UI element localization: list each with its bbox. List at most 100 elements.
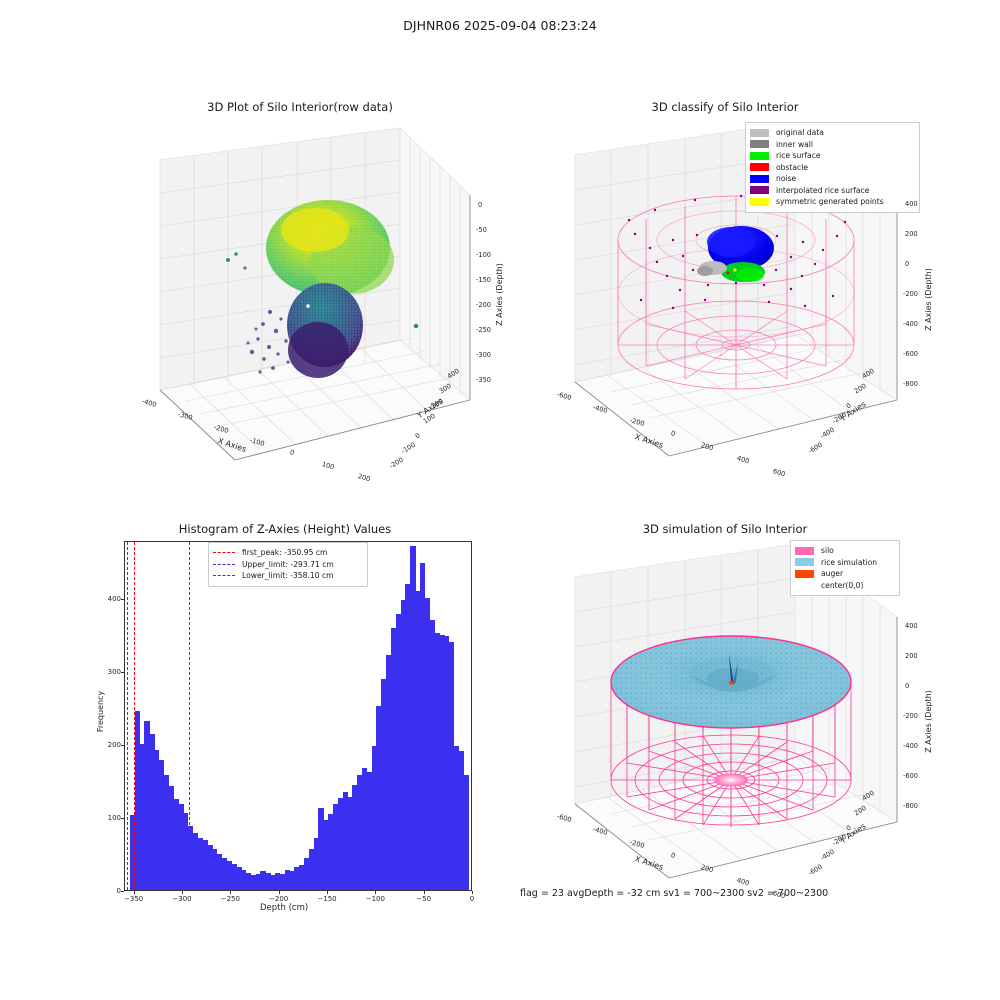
legend-item-center: center(0,0) [795, 580, 894, 592]
swatch-original-data [750, 128, 769, 137]
histogram-xtick-label: 0 [469, 895, 475, 903]
histogram-xtick-mark [472, 891, 473, 894]
swatch-rice-surface [750, 151, 769, 160]
legend-item-first-peak: first_peak: -350.95 cm [213, 547, 362, 559]
swatch-obstacle [750, 163, 769, 172]
sim-ztick-1: 200 [905, 652, 918, 660]
histogram-ylabel: Frequency [96, 690, 106, 733]
histogram-bar [405, 583, 411, 890]
histogram-bar [332, 803, 339, 890]
sim-auger [729, 654, 738, 685]
histogram-xtick-label: −200 [269, 895, 289, 903]
histogram-xtick-label: −300 [172, 895, 192, 903]
status-line: flag = 23 avgDepth = -32 cm sv1 = 700~23… [520, 888, 829, 899]
sim-3d-canvas [574, 543, 898, 879]
histogram-bar [289, 871, 295, 890]
classify-rice-surface [721, 262, 765, 282]
classify-ztick-1: 200 [905, 230, 918, 238]
legend-label-auger: auger [821, 569, 844, 579]
histogram-bar [154, 750, 160, 890]
legend-item-symmetric-generated-points: symmetric generated points [750, 196, 914, 208]
histogram-bar [361, 767, 368, 890]
classify-obstacle-point [726, 271, 730, 275]
legend-label-silo: silo [821, 546, 834, 556]
classify-noise-cluster [707, 226, 774, 270]
histogram-ytick-label: 200 [107, 741, 121, 750]
histogram-bar [270, 875, 276, 890]
legend-item-rice-simulation: rice simulation [795, 557, 894, 569]
histogram-xtick-mark [230, 891, 232, 894]
histogram-xtick-mark [278, 891, 280, 894]
histogram-bar [390, 627, 397, 890]
histogram-bar [187, 825, 194, 890]
legend-item-inner-wall: inner wall [750, 139, 914, 151]
histogram-ytick-mark [121, 891, 124, 892]
dashline-first-peak [213, 552, 235, 554]
histogram-bar [386, 655, 392, 890]
dashline-lower-limit [213, 575, 235, 577]
legend-item-auger: auger [795, 568, 894, 580]
histogram-xtick-mark [133, 891, 135, 894]
sim-center-marker [714, 773, 748, 787]
histogram-xtick-mark [375, 891, 377, 894]
raw3d-ztick-2: -100 [476, 251, 491, 259]
histogram-bar [299, 865, 305, 890]
histogram-bar [463, 774, 469, 890]
raw-3d-canvas [159, 127, 471, 461]
histogram-bar [381, 678, 387, 890]
histogram-bar [410, 545, 416, 890]
histogram-bar [134, 711, 141, 890]
histogram-bar [424, 598, 431, 890]
histogram-bar [376, 706, 382, 890]
legend-label-lower-limit: Lower_limit: -358.10 cm [242, 571, 334, 581]
histogram-xtick-label: −150 [317, 895, 337, 903]
histogram-bar [347, 796, 353, 890]
histogram-bar [400, 599, 406, 890]
legend-item-rice-surface: rice surface [750, 150, 914, 162]
histogram-plot-area [124, 541, 472, 891]
histogram-bar [216, 853, 223, 890]
dashline-upper-limit [213, 563, 235, 565]
histogram-bar [226, 860, 232, 890]
legend-label-inner-wall: inner wall [776, 139, 814, 149]
swatch-silo [795, 546, 814, 555]
raw3d-ztick-4: -200 [476, 301, 491, 309]
histogram-xtick-mark [327, 891, 328, 894]
classify-ztick-4: -400 [903, 320, 918, 328]
classify-3d-title: 3D classify of Silo Interior [651, 100, 799, 114]
classify-ztick-6: -800 [903, 380, 918, 388]
histogram-bar [415, 591, 421, 890]
panel-raw-3d-plot: 3D Plot of Silo Interior(row data) [100, 100, 504, 483]
histogram-bar [144, 720, 150, 890]
classify-ztick-5: -600 [903, 350, 918, 358]
legend-item-interpolated-rice-surface: interpolated rice surface [750, 185, 914, 197]
swatch-symmetric-generated-points [750, 197, 769, 206]
histogram-bar [265, 872, 271, 890]
histogram-ytick-mark [121, 599, 124, 601]
raw3d-ztick-3: -150 [476, 276, 491, 284]
figure-suptitle: DJHNR06 2025-09-04 08:23:24 [403, 18, 597, 33]
histogram-bar [313, 837, 319, 890]
classify-original-data [697, 261, 727, 276]
raw3d-ztick-0: 0 [478, 201, 483, 209]
histogram-bar [439, 634, 445, 890]
histogram-bar [429, 620, 435, 890]
histogram-bar [318, 808, 324, 890]
histogram-ytick-mark [121, 818, 124, 820]
histogram-bar [419, 563, 426, 890]
legend-item-silo: silo [795, 545, 894, 557]
legend-item-upper-limit: Upper_limit: -293.71 cm [213, 559, 362, 571]
histogram-bar [173, 798, 179, 890]
sim-ztick-3: -200 [903, 712, 918, 720]
histogram-bar [279, 873, 286, 890]
sim-ztick-6: -800 [903, 802, 918, 810]
histogram-bar [284, 869, 290, 890]
sim-ztick-4: -400 [903, 742, 918, 750]
histogram-xtick-label: −50 [416, 895, 432, 903]
histogram-bar [197, 837, 203, 890]
legend-label-obstacle: obstacle [776, 162, 809, 172]
swatch-inner-wall [750, 140, 769, 149]
histogram-bar [366, 771, 373, 890]
sim-3d-axis-spines [574, 617, 898, 879]
histogram-bar [231, 863, 237, 890]
